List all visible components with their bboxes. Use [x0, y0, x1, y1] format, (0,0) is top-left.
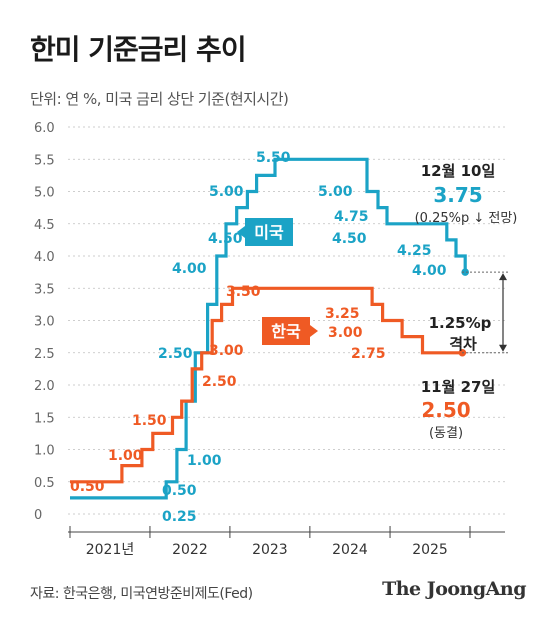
y-tick-label: 1.0: [34, 444, 55, 459]
kr-annotation-note: (동결): [429, 426, 463, 441]
us-data-label: 4.50: [208, 231, 243, 247]
us-data-label: 1.00: [187, 453, 222, 469]
axis-layer: 0 0.5 1.0 1.5 2.0 2.5 3.0 3.5 4.0 4.5 5.0 5.5 6.0 202…: [34, 121, 505, 558]
kr-data-label: 3.00: [209, 343, 244, 359]
y-tick-label: 3.5: [34, 282, 55, 297]
us-data-label: 0.50: [162, 483, 197, 499]
y-tick-label: 5.0: [34, 186, 55, 201]
y-tick-label: 3.0: [34, 315, 55, 330]
series-line-kr: [70, 286, 463, 484]
source-note: 자료: 한국은행, 미국연방준비제도(Fed): [30, 586, 253, 602]
gap-label: 격차: [449, 335, 477, 353]
label-layer: 0.250.501.002.504.004.505.005.505.004.75…: [70, 150, 447, 525]
chart-subtitle: 단위: 연 %, 미국 금리 상단 기준(현지시간): [30, 90, 289, 108]
kr-legend-label: 한국: [271, 322, 301, 341]
us-legend-tag: [245, 218, 293, 246]
y-tick-label: 2.5: [34, 347, 55, 362]
us-annotation-note: (0.25%p ↓ 전망): [415, 211, 518, 226]
x-tick-label: 2025: [412, 542, 448, 558]
chart-title: 한미 기준금리 추이: [30, 33, 247, 66]
us-data-label: 5.50: [256, 150, 291, 166]
kr-annotation-value: 2.50: [421, 398, 470, 422]
y-tick-label: 4.0: [34, 250, 55, 265]
kr-legend-pointer: [310, 325, 318, 337]
kr-data-label: 2.50: [202, 374, 237, 390]
us-annotation-date: 12월 10일: [421, 162, 496, 180]
gap-arrow-up: [499, 273, 507, 281]
series-layer: [70, 157, 469, 500]
y-tick-label: 0: [34, 508, 42, 523]
kr-data-label: 1.50: [132, 413, 167, 429]
x-tick-label: 2022: [172, 542, 208, 558]
y-tick-label: 5.5: [34, 153, 55, 168]
y-tick-label: 2.0: [34, 379, 55, 394]
kr-data-label: 3.25: [325, 306, 360, 322]
us-data-label: 4.00: [172, 261, 207, 277]
kr-data-label: 3.00: [328, 325, 363, 341]
x-tick-label: 2023: [252, 542, 288, 558]
gap-value: 1.25%p: [429, 314, 492, 332]
us-data-label: 4.50: [332, 231, 367, 247]
us-data-label: 5.00: [318, 184, 353, 200]
publisher-logo: The JoongAng: [382, 578, 526, 600]
y-tick-label: 6.0: [34, 121, 55, 136]
kr-data-label: 3.50: [226, 284, 261, 300]
us-data-label: 0.25: [162, 509, 197, 525]
x-tick-label: 2021년: [86, 542, 135, 558]
us-data-label: 2.50: [158, 346, 193, 362]
x-tick-label: 2024: [332, 542, 368, 558]
kr-legend-tag: [262, 317, 310, 345]
gap-arrow-down: [499, 344, 507, 352]
us-legend-pointer: [237, 226, 245, 238]
y-tick-label: 1.5: [34, 411, 55, 426]
us-data-label: 4.25: [397, 243, 432, 259]
us-legend-label: 미국: [254, 223, 284, 242]
y-tick-label: 4.5: [34, 218, 55, 233]
us-data-label: 5.00: [209, 184, 244, 200]
us-annotation-value: 3.75: [433, 183, 482, 207]
us-data-label: 4.00: [412, 263, 447, 279]
series-endpoint-us: [461, 268, 469, 276]
series-line-us: [70, 157, 467, 500]
kr-annotation-date: 11월 27일: [421, 378, 496, 396]
kr-data-label: 0.50: [70, 479, 105, 495]
kr-data-label: 2.75: [351, 346, 386, 362]
y-tick-label: 0.5: [34, 476, 55, 491]
us-data-label: 4.75: [334, 209, 369, 225]
kr-data-label: 1.00: [108, 448, 143, 464]
annotation-layer: 12월 10일 3.75 (0.25%p ↓ 전망) 11월 27일 2.50 (동결) 1…: [415, 162, 518, 441]
